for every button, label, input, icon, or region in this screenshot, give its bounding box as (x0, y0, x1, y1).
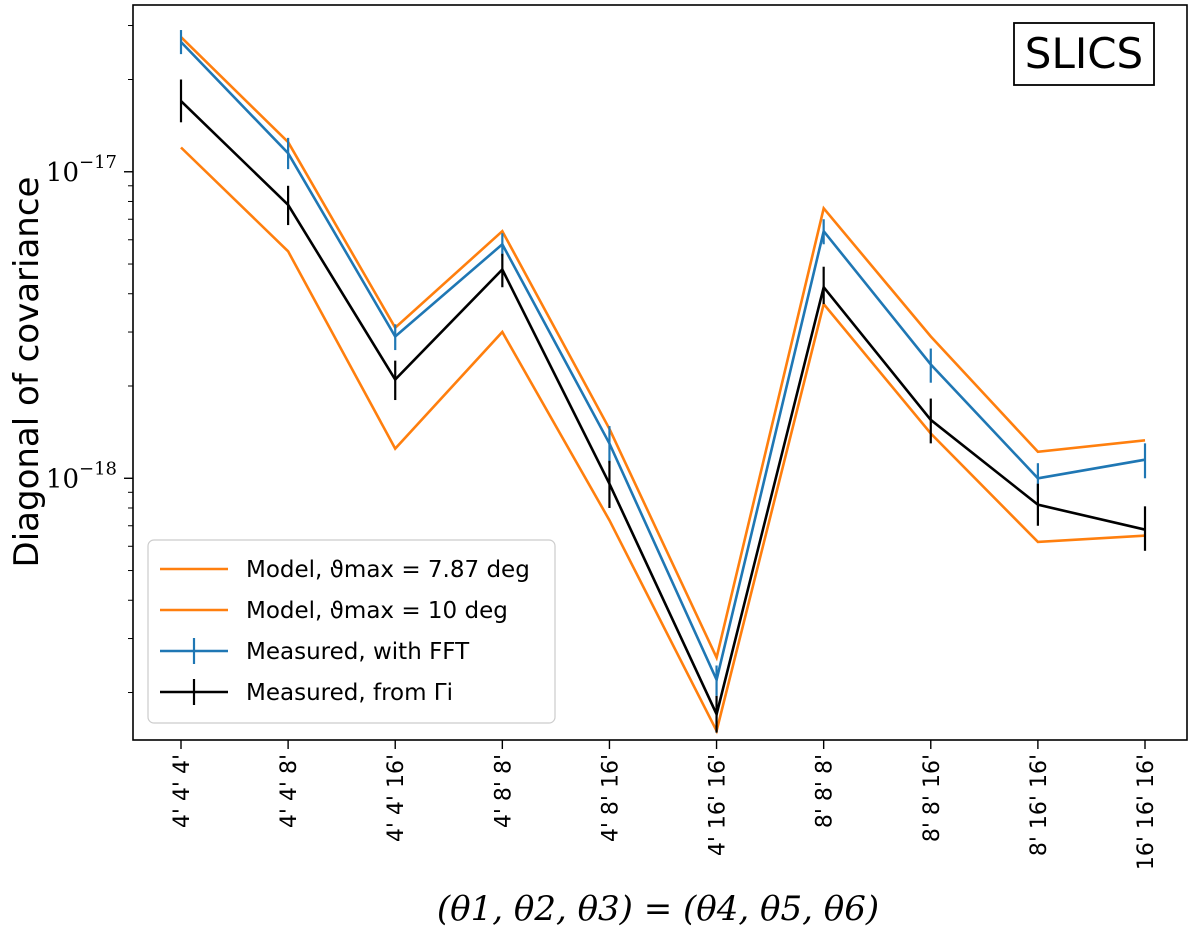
series-line-1 (180, 36, 1146, 662)
series-2 (179, 30, 1147, 696)
legend-label: Measured, with FFT (246, 639, 470, 665)
legend-frame (147, 539, 556, 724)
x-tick-label: 4' 4' 8' (277, 754, 302, 828)
y-axis-label: Diagonal of covariance (7, 177, 47, 568)
x-tick-label: 4' 4' 16' (384, 754, 409, 842)
y-tick-label: 10−17 (46, 152, 117, 188)
x-tick-label: 8' 8' 8' (813, 754, 838, 828)
series-line-0 (180, 146, 1146, 735)
legend: Model, ϑmax = 7.87 deg Model, ϑmax = 10 d… (147, 539, 556, 724)
series-0 (180, 146, 1146, 735)
x-tick-label: 8' 16' 16' (1027, 754, 1052, 856)
legend-label: Model, ϑmax = 7.87 deg (246, 557, 530, 583)
series-1 (180, 36, 1146, 662)
legend-entry-2: Measured, with FFT (160, 638, 470, 665)
x-tick-label: 8' 8' 16' (920, 754, 945, 842)
x-tick-label: 16' 16' 16' (1134, 754, 1159, 870)
x-axis-label: (θ1, θ2, θ3) = (θ4, θ5, θ6) (437, 889, 879, 929)
legend-entry-0: Model, ϑmax = 7.87 deg (160, 557, 530, 583)
series-3 (179, 79, 1147, 733)
slics-tag-text: SLICS (1025, 29, 1143, 78)
series-line-3 (180, 100, 1146, 719)
y-axis: 10−17 10−18 (46, 25, 133, 694)
plot-area (179, 30, 1147, 735)
legend-entry-1: Model, ϑmax = 10 deg (160, 598, 508, 624)
axes-frame (132, 4, 1188, 741)
legend-label: Measured, from Γi (246, 680, 453, 706)
series-line-2 (180, 41, 1146, 684)
x-axis: 4' 4' 4' 4' 4' 8' 4' 4' 16' 4' 8' 8' 4' 8' 1… (170, 740, 1159, 870)
x-tick-label: 4' 8' 8' (491, 754, 516, 828)
x-tick-label: 4' 4' 4' (170, 754, 195, 828)
legend-label: Model, ϑmax = 10 deg (246, 598, 508, 624)
y-tick-label: 10−18 (46, 458, 117, 494)
x-tick-label: 4' 8' 16' (598, 754, 623, 842)
legend-entry-3: Measured, from Γi (160, 679, 453, 706)
slics-tag: SLICS (1013, 22, 1155, 86)
x-tick-label: 4' 16' 16' (706, 754, 731, 856)
